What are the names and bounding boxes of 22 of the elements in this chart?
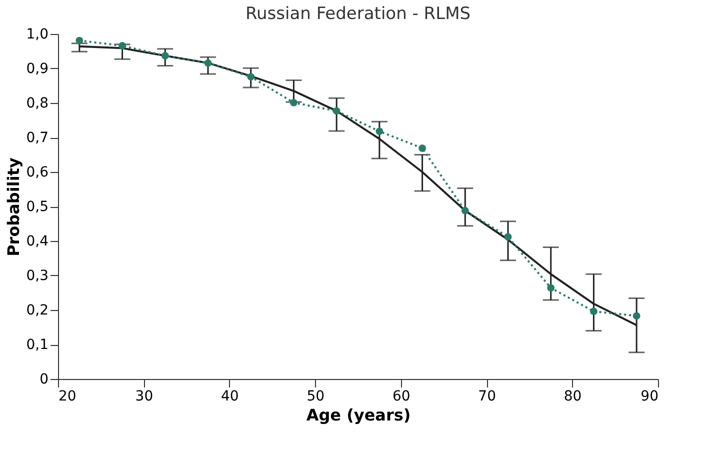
x-tick-label: 40 [221,388,239,404]
y-tick-label: 0,4 [26,234,49,250]
x-tick-label: 70 [478,388,496,404]
y-tick-label: 0,5 [26,199,48,215]
y-tick-label: 0,7 [26,130,48,146]
x-tick-label: 20 [58,388,76,404]
y-tick-label: 0,9 [26,61,48,77]
y-tick-label: 0,3 [26,268,48,284]
x-tick-label: 80 [564,388,582,404]
y-tick-label: 0,1 [26,337,48,353]
y-tick-label: 0,8 [26,96,48,112]
y-tick-label: 0,6 [26,164,49,180]
y-tick-label: 1,0 [26,26,48,42]
x-tick-label: 90 [640,388,658,404]
x-axis-title: Age (years) [306,406,411,424]
x-tick-label: 60 [392,388,410,404]
x-tick-label: 50 [306,388,325,404]
y-tick-label: 0 [40,372,48,388]
x-tick-label: 30 [135,388,154,404]
y-axis-title: Probability [4,157,24,256]
y-tick-label: 0,2 [26,302,48,318]
chart-title: Russian Federation - RLMS [245,4,471,24]
